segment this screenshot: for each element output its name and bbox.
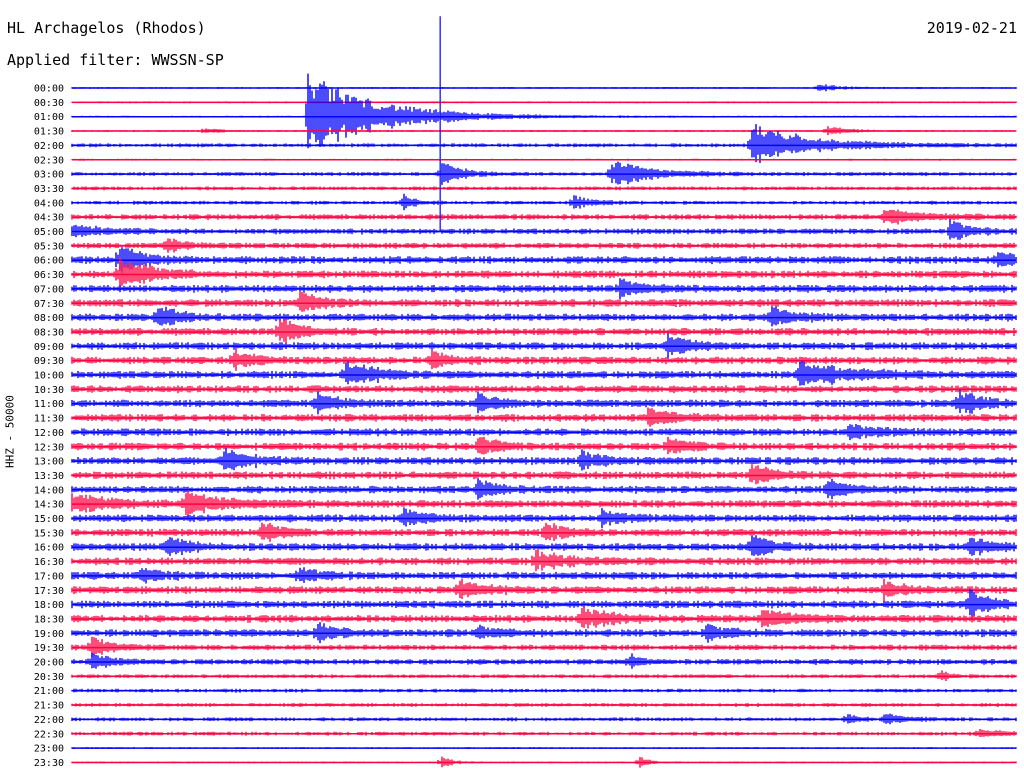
time-tick-label: 08:30 <box>34 327 64 338</box>
trace-row-0300 <box>71 161 1017 185</box>
time-tick-label: 12:00 <box>34 428 64 439</box>
time-tick-label: 17:30 <box>34 586 64 597</box>
time-tick-label: 20:00 <box>34 658 64 669</box>
time-tick-label: 01:00 <box>34 112 64 123</box>
time-tick-label: 21:30 <box>34 701 64 712</box>
time-tick-label: 09:00 <box>34 342 64 353</box>
trace-row-1400 <box>71 478 1017 500</box>
time-tick-label: 12:30 <box>34 442 64 453</box>
time-tick-label: 00:00 <box>34 84 64 95</box>
time-tick-label: 14:30 <box>34 500 64 511</box>
trace-row-1930 <box>71 636 1017 657</box>
time-tick-label: 18:00 <box>34 600 64 611</box>
time-tick-label: 21:00 <box>34 686 64 697</box>
time-tick-label: 20:30 <box>34 672 64 683</box>
trace-row-1130 <box>71 407 1017 427</box>
time-tick-label: 18:30 <box>34 614 64 625</box>
trace-row-0730 <box>71 291 1017 312</box>
trace-row-1000 <box>71 360 1017 386</box>
trace-row-0100 <box>71 73 1017 149</box>
time-tick-label: 06:30 <box>34 270 64 281</box>
time-tick-label: 08:00 <box>34 313 64 324</box>
trace-row-1830 <box>71 606 1017 629</box>
trace-row-2000 <box>71 652 1017 669</box>
time-tick-label: 03:30 <box>34 184 64 195</box>
time-tick-label: 09:30 <box>34 356 64 367</box>
time-tick-label: 05:30 <box>34 241 64 252</box>
trace-row-1630 <box>71 549 1017 572</box>
time-tick-label: 11:30 <box>34 414 64 425</box>
trace-row-1300 <box>71 447 1017 471</box>
trace-row-1230 <box>71 436 1017 455</box>
time-tick-label: 10:30 <box>34 385 64 396</box>
time-tick-label: 16:30 <box>34 557 64 568</box>
trace-row-0500 <box>71 218 1017 240</box>
filter-label: Applied filter: WWSSN-SP <box>7 51 224 69</box>
trace-row-1100 <box>71 389 1017 415</box>
time-tick-label: 11:00 <box>34 399 64 410</box>
time-tick-label: 15:00 <box>34 514 64 525</box>
time-tick-label: 17:00 <box>34 571 64 582</box>
time-tick-label: 22:00 <box>34 715 64 726</box>
time-tick-label: 07:00 <box>34 284 64 295</box>
time-tick-label: 10:00 <box>34 371 64 382</box>
time-tick-label: 13:30 <box>34 471 64 482</box>
time-tick-label: 13:00 <box>34 457 64 468</box>
time-tick-label: 16:00 <box>34 543 64 554</box>
time-tick-label: 15:30 <box>34 528 64 539</box>
time-tick-label: 19:00 <box>34 629 64 640</box>
time-tick-label: 04:00 <box>34 198 64 209</box>
time-tick-label: 23:30 <box>34 758 64 769</box>
station-title: HL Archagelos (Rhodos) <box>7 19 206 37</box>
time-tick-label: 14:00 <box>34 485 64 496</box>
time-tick-label: 19:30 <box>34 643 64 654</box>
trace-row-1600 <box>71 535 1017 556</box>
time-tick-label: 23:00 <box>34 744 64 755</box>
time-tick-label: 02:30 <box>34 155 64 166</box>
time-tick-label: 05:00 <box>34 227 64 238</box>
time-tick-label: 00:30 <box>34 98 64 109</box>
trace-row-0800 <box>71 306 1017 327</box>
time-tick-label: 06:00 <box>34 256 64 267</box>
seismogram-traces <box>71 16 1017 768</box>
time-tick-label: 07:30 <box>34 299 64 310</box>
time-tick-label: 04:30 <box>34 213 64 224</box>
time-tick-label: 03:00 <box>34 170 64 181</box>
time-tick-label: 02:00 <box>34 141 64 152</box>
time-tick-label: 01:30 <box>34 127 64 138</box>
time-tick-label: 22:30 <box>34 729 64 740</box>
time-tick-labels: 00:00 00:30 01:00 01:30 02:00 02:30 03:00 03:30… <box>34 84 64 769</box>
date-label: 2019-02-21 <box>926 19 1017 37</box>
trace-row-0930 <box>71 348 1017 371</box>
trace-row-1330 <box>71 464 1017 485</box>
